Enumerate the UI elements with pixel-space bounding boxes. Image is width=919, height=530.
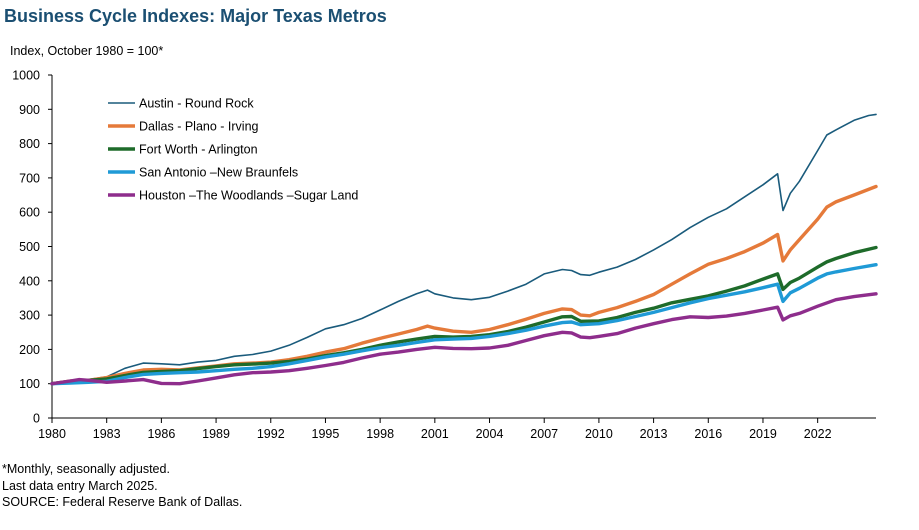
legend-label-1: Dallas - Plano - Irving: [139, 120, 259, 134]
y-tick-label: 400: [19, 274, 40, 288]
y-tick-label: 900: [19, 103, 40, 117]
y-tick-label: 500: [19, 240, 40, 254]
y-tick-label: 300: [19, 309, 40, 323]
y-tick-label: 200: [19, 343, 40, 357]
chart-title: Business Cycle Indexes: Major Texas Metr…: [4, 6, 387, 26]
footnote-source: SOURCE: Federal Reserve Bank of Dallas.: [2, 495, 243, 509]
y-tick-label: 0: [33, 412, 40, 426]
series-line-1: [50, 184, 878, 386]
x-tick-label: 2004: [476, 427, 504, 441]
legend: Austin - Round Rock Dallas - Plano - Irvi…: [108, 97, 358, 203]
x-tick-label: 1995: [312, 427, 340, 441]
x-tick-label: 2010: [585, 427, 613, 441]
x-tick-label: 1992: [257, 427, 285, 441]
footnotes: *Monthly, seasonally adjusted. Last data…: [2, 461, 242, 511]
legend-label-0: Austin - Round Rock: [139, 97, 254, 111]
x-tick-label: 1998: [366, 427, 394, 441]
footnote-last-entry: Last data entry March 2025.: [2, 478, 158, 493]
footnote-adjustment: *Monthly, seasonally adjusted.: [2, 462, 170, 476]
legend-label-3: San Antonio –New Braunfels: [139, 166, 298, 180]
series-line-2: [50, 245, 878, 386]
x-tick-label: 2013: [640, 427, 668, 441]
y-tick-label: 1000: [12, 69, 40, 83]
series-line-4: [50, 292, 878, 386]
y-tick-label: 100: [19, 377, 40, 391]
legend-label-4: Houston –The Woodlands –Sugar Land: [139, 189, 358, 203]
axes: 0 100 200 300 400 500 600 700 800 900 1000 1980 1983…: [12, 69, 876, 441]
x-tick-label: 2007: [530, 427, 558, 441]
y-axis-label: Index, October 1980 = 100*: [10, 44, 164, 58]
x-tick-label: 1986: [147, 427, 175, 441]
x-tick-label: 2022: [804, 427, 832, 441]
legend-label-2: Fort Worth - Arlington: [139, 143, 258, 157]
y-tick-label: 700: [19, 171, 40, 185]
x-tick-label: 1980: [38, 427, 66, 441]
y-tick-label: 800: [19, 137, 40, 151]
y-tick-label: 600: [19, 206, 40, 220]
series-line-3: [50, 263, 878, 386]
x-tick-label: 2019: [749, 427, 777, 441]
series-line-0: [51, 113, 877, 385]
x-tick-label: 2001: [421, 427, 449, 441]
x-tick-label: 2016: [694, 427, 722, 441]
x-tick-label: 1989: [202, 427, 230, 441]
series-lines: [50, 113, 878, 386]
x-tick-label: 1983: [93, 427, 121, 441]
